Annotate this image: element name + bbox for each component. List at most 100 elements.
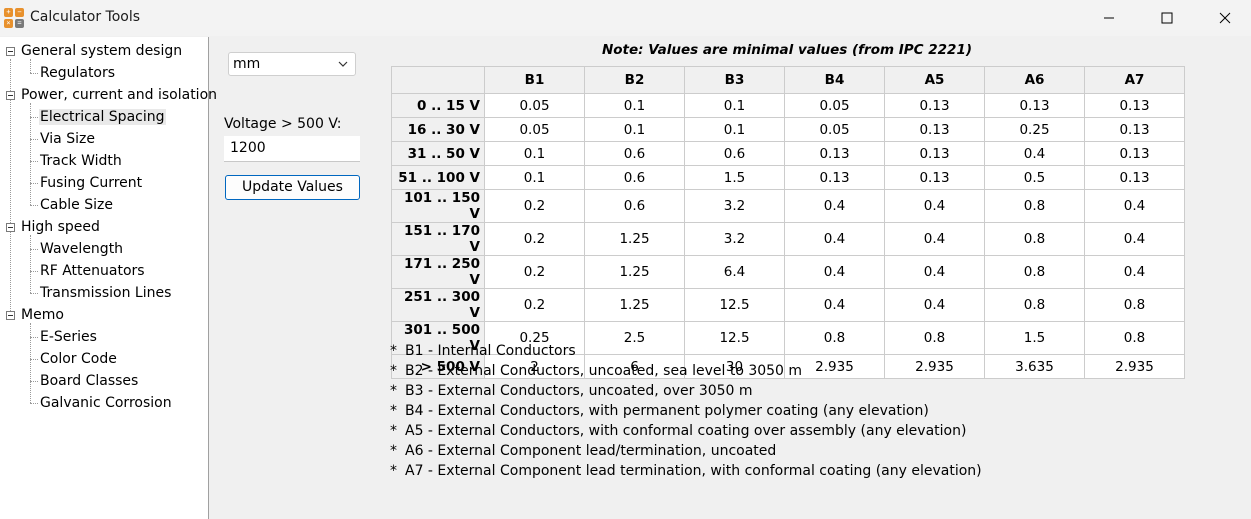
collapse-icon[interactable]: [6, 91, 15, 100]
table-cell: 0.8: [984, 189, 1085, 223]
tree-item-via-size[interactable]: Via Size: [39, 128, 96, 150]
legend-item: * B3 - External Conductors, uncoated, ove…: [390, 381, 982, 401]
table-cell: 6.4: [684, 255, 785, 289]
table-cell: 0.13: [784, 165, 885, 190]
column-header: A5: [884, 66, 985, 94]
tree-item-cable-size[interactable]: Cable Size: [39, 194, 114, 216]
table-row: 0 .. 15 V 0.05 0.1 0.1 0.05 0.13 0.13 0.13: [391, 93, 1185, 118]
tree-item-rf-attenuators[interactable]: RF Attenuators: [39, 260, 146, 282]
tree-guide-line: [30, 323, 31, 403]
table-row: > 500 V 2 6 30 2.935 2.935 3.635 2.935: [391, 354, 1185, 379]
tree-guide-line: [30, 139, 38, 140]
tree-guide-line: [30, 271, 38, 272]
legend-text: B2 - External Conductors, uncoated, sea …: [405, 363, 803, 379]
minimize-button[interactable]: [1080, 0, 1138, 36]
update-values-button[interactable]: Update Values: [225, 175, 360, 200]
tree-node-label: Power, current and isolation: [21, 87, 218, 103]
column-header: B3: [684, 66, 785, 94]
legend-bullet: *: [390, 363, 397, 379]
tree-guide-line: [10, 59, 11, 315]
table-row: 101 .. 150 V 0.2 0.6 3.2 0.4 0.4 0.8 0.4: [391, 189, 1185, 223]
table-cell: 0.8: [884, 321, 985, 355]
close-icon: [1219, 12, 1231, 24]
window-title: Calculator Tools: [30, 9, 141, 25]
legend-bullet: *: [390, 423, 397, 439]
row-header: 301 .. 500 V: [391, 321, 485, 355]
table-note: Note: Values are minimal values (from IP…: [601, 42, 973, 58]
tree-node-power-current-isolation[interactable]: Power, current and isolation: [20, 84, 218, 106]
table-cell: 0.8: [984, 222, 1085, 256]
table-cell: 0.8: [984, 288, 1085, 322]
tree-node-memo[interactable]: Memo: [20, 304, 65, 326]
tree-item-board-classes[interactable]: Board Classes: [39, 370, 139, 392]
tree-item-label: Wavelength: [40, 241, 124, 257]
legend-text: B3 - External Conductors, uncoated, over…: [405, 383, 753, 399]
tree-guide-line: [30, 59, 31, 73]
table-row: 251 .. 300 V 0.2 1.25 12.5 0.4 0.4 0.8 0.8: [391, 288, 1185, 322]
table-cell: 0.25: [984, 117, 1085, 142]
tree-item-track-width[interactable]: Track Width: [39, 150, 123, 172]
table-cell: 0.13: [1084, 141, 1185, 166]
tree-item-label: Electrical Spacing: [39, 109, 166, 125]
table-row: 51 .. 100 V 0.1 0.6 1.5 0.13 0.13 0.5 0.13: [391, 165, 1185, 190]
table-cell: 0.05: [484, 93, 585, 118]
table-cell: 3.2: [684, 222, 785, 256]
table-cell: 0.4: [984, 141, 1085, 166]
tree-guide-line: [30, 117, 38, 118]
row-header: 101 .. 150 V: [391, 189, 485, 223]
tree-item-transmission-lines[interactable]: Transmission Lines: [39, 282, 172, 304]
table-cell: 0.1: [684, 93, 785, 118]
tree-node-label: General system design: [21, 43, 183, 59]
legend-item: * B1 - Internal Conductors: [390, 341, 982, 361]
table-cell: 0.13: [884, 165, 985, 190]
tree-item-e-series[interactable]: E-Series: [39, 326, 98, 348]
tree-item-color-code[interactable]: Color Code: [39, 348, 118, 370]
tree-item-label: Cable Size: [40, 197, 113, 213]
table-cell: 2.935: [1084, 354, 1185, 379]
unit-select-value: mm: [233, 56, 261, 72]
table-cell: 0.4: [884, 288, 985, 322]
voltage-input[interactable]: 1200: [224, 136, 360, 162]
legend-item: * A7 - External Component lead terminatio…: [390, 461, 982, 481]
tree-item-wavelength[interactable]: Wavelength: [39, 238, 124, 260]
tree-item-electrical-spacing[interactable]: Electrical Spacing: [39, 106, 166, 128]
unit-select[interactable]: mm: [228, 52, 356, 76]
table-cell: 0.4: [784, 288, 885, 322]
table-cell: 0.2: [484, 288, 585, 322]
tree-node-general-system-design[interactable]: General system design: [20, 40, 183, 62]
maximize-button[interactable]: [1138, 0, 1196, 36]
table-cell: 0.05: [784, 117, 885, 142]
table-row: 301 .. 500 V 0.25 2.5 12.5 0.8 0.8 1.5 0.8: [391, 321, 1185, 355]
table-cell: 0.8: [984, 255, 1085, 289]
legend-bullet: *: [390, 463, 397, 479]
table-cell: 0.2: [484, 222, 585, 256]
table-cell: 0.2: [484, 189, 585, 223]
table-cell: 0.13: [784, 141, 885, 166]
tree-node-high-speed[interactable]: High speed: [20, 216, 101, 238]
legend-text: A7 - External Component lead termination…: [405, 463, 982, 479]
collapse-icon[interactable]: [6, 311, 15, 320]
column-header: B4: [784, 66, 885, 94]
table-cell: 0.13: [884, 93, 985, 118]
tree-item-regulators[interactable]: Regulators: [39, 62, 116, 84]
row-header: > 500 V: [391, 354, 485, 379]
table-cell: 1.25: [584, 288, 685, 322]
table-cell: 12.5: [684, 288, 785, 322]
legend: * B1 - Internal Conductors * B2 - External …: [390, 341, 982, 481]
row-header: 171 .. 250 V: [391, 255, 485, 289]
tree-guide-line: [30, 235, 31, 293]
sidebar-tree[interactable]: General system design Regulators Power, …: [0, 37, 217, 519]
row-header: 251 .. 300 V: [391, 288, 485, 322]
tree-item-fusing-current[interactable]: Fusing Current: [39, 172, 143, 194]
table-cell: 0.6: [584, 189, 685, 223]
collapse-icon[interactable]: [6, 223, 15, 232]
tree-item-galvanic-corrosion[interactable]: Galvanic Corrosion: [39, 392, 173, 414]
collapse-icon[interactable]: [6, 47, 15, 56]
table-cell: 0.4: [884, 222, 985, 256]
chevron-down-icon: [338, 61, 348, 67]
table-cell: 0.13: [1084, 117, 1185, 142]
spacing-table: B1 B2 B3 B4 A5 A6 A7 0 .. 15 V 0.05 0.1 0.1 0.05 0.…: [391, 66, 1185, 379]
table-cell: 0.1: [484, 141, 585, 166]
close-button[interactable]: [1196, 0, 1251, 36]
tree-node-label: Memo: [21, 307, 64, 323]
